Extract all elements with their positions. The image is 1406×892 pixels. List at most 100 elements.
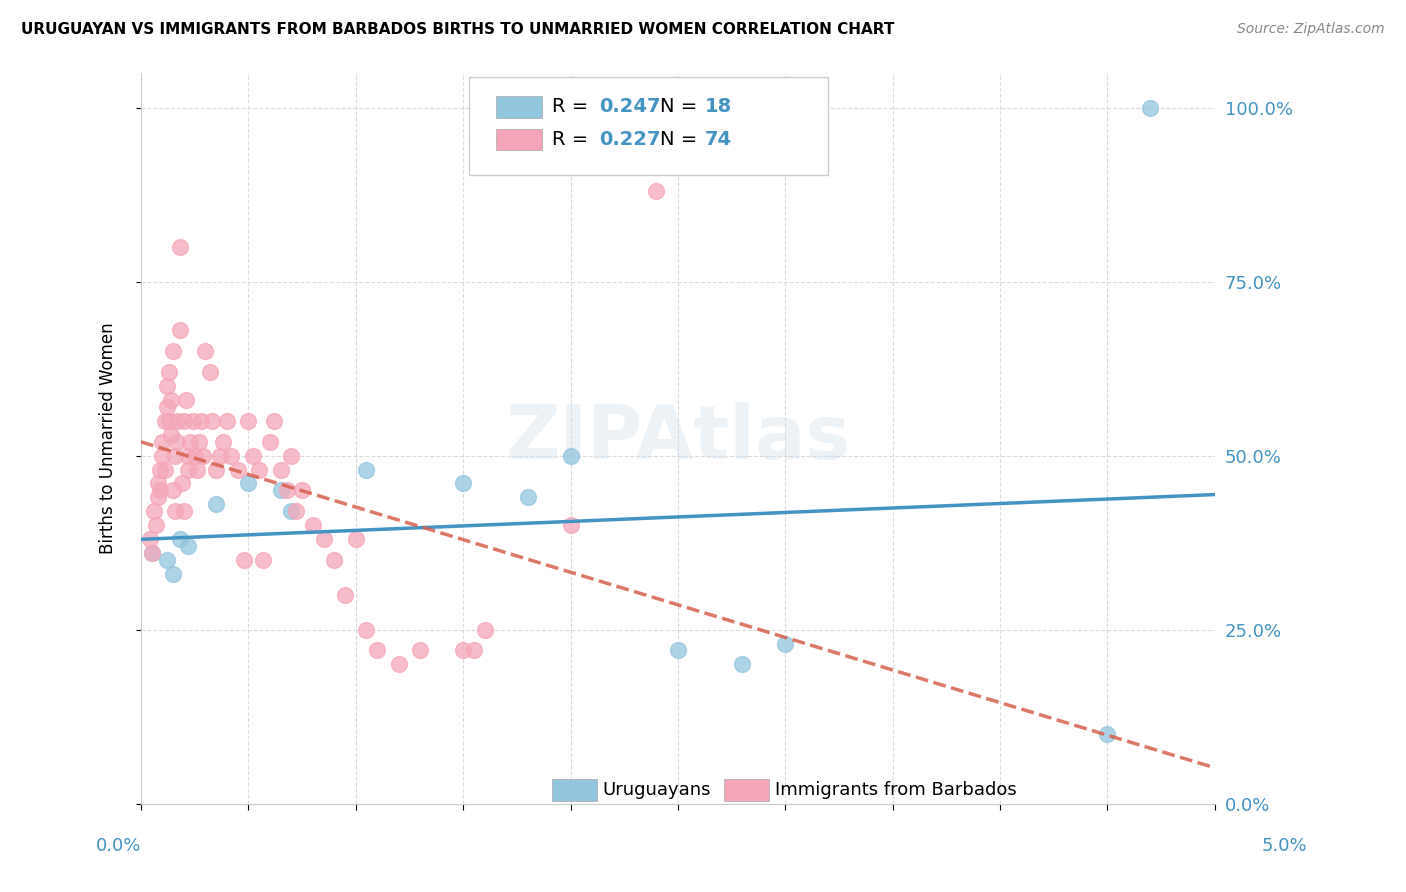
Point [142,504,165,518]
Point [169,323,191,337]
Point [157,414,180,428]
Point [160,392,183,407]
FancyBboxPatch shape [724,779,769,801]
Point [165,449,187,463]
Text: Source: ZipAtlas.com: Source: ZipAtlas.com [1237,22,1385,37]
Point [193,449,215,463]
Text: 18: 18 [704,97,733,116]
Point [215,414,238,428]
Point [186,462,208,476]
Point [211,434,233,449]
Point [201,414,224,428]
Point [731,657,754,672]
Point [153,414,176,428]
Point [177,539,200,553]
Point [166,414,188,428]
Text: ZIPAtlas: ZIPAtlas [505,401,851,475]
Point [205,462,228,476]
Point [560,449,582,463]
Point [463,643,485,657]
Point [145,518,167,533]
Point [146,491,169,505]
Text: URUGUAYAN VS IMMIGRANTS FROM BARBADOS BIRTHS TO UNMARRIED WOMEN CORRELATION CHAR: URUGUAYAN VS IMMIGRANTS FROM BARBADOS BI… [21,22,894,37]
Point [209,449,232,463]
Point [169,532,191,546]
Point [138,532,160,546]
Point [276,483,298,498]
Point [270,462,292,476]
Point [152,449,174,463]
Point [291,483,314,498]
Point [238,414,260,428]
Point [247,462,270,476]
Point [451,476,474,491]
Point [666,643,689,657]
Point [174,392,197,407]
Point [173,504,195,518]
Text: R =: R = [553,97,595,116]
Text: N =: N = [659,97,703,116]
Point [263,414,285,428]
Point [323,553,346,567]
Point [156,379,179,393]
Point [198,365,221,379]
Point [156,553,179,567]
Point [388,657,411,672]
Point [194,344,217,359]
Point [1097,727,1119,741]
Point [238,476,260,491]
Point [280,504,302,518]
Point [162,566,184,581]
Point [166,434,188,449]
Point [153,462,176,476]
FancyBboxPatch shape [468,77,828,175]
Point [160,427,183,442]
Point [312,532,335,546]
Point [356,462,378,476]
Point [284,504,307,518]
Point [173,414,195,428]
Point [280,449,302,463]
Text: 0.247: 0.247 [599,97,661,116]
FancyBboxPatch shape [496,95,541,118]
Text: Immigrants from Barbados: Immigrants from Barbados [775,780,1017,798]
Point [233,553,256,567]
Point [366,643,388,657]
Point [252,553,274,567]
Y-axis label: Births to Unmarried Women: Births to Unmarried Women [100,322,117,554]
Point [219,449,242,463]
Point [560,518,582,533]
Text: 0.0%: 0.0% [96,837,141,855]
Point [177,449,200,463]
Point [409,643,432,657]
Point [242,449,264,463]
Point [165,504,187,518]
Text: 74: 74 [704,130,733,149]
Point [141,546,163,560]
FancyBboxPatch shape [553,779,598,801]
Point [149,462,172,476]
Text: 5.0%: 5.0% [1263,837,1308,855]
Point [157,365,180,379]
Point [356,623,378,637]
Point [259,434,281,449]
Point [775,636,797,650]
Point [190,414,212,428]
Point [162,344,184,359]
Point [205,497,228,511]
Point [474,623,496,637]
Point [141,546,163,560]
Point [152,434,174,449]
Point [451,643,474,657]
Point [226,462,249,476]
Point [169,240,191,254]
Point [183,449,205,463]
Text: N =: N = [659,130,703,149]
Point [1139,101,1161,115]
Point [177,462,200,476]
Text: 0.227: 0.227 [599,130,661,149]
Point [156,400,179,414]
Point [645,184,668,198]
Point [270,483,292,498]
Point [149,483,172,498]
